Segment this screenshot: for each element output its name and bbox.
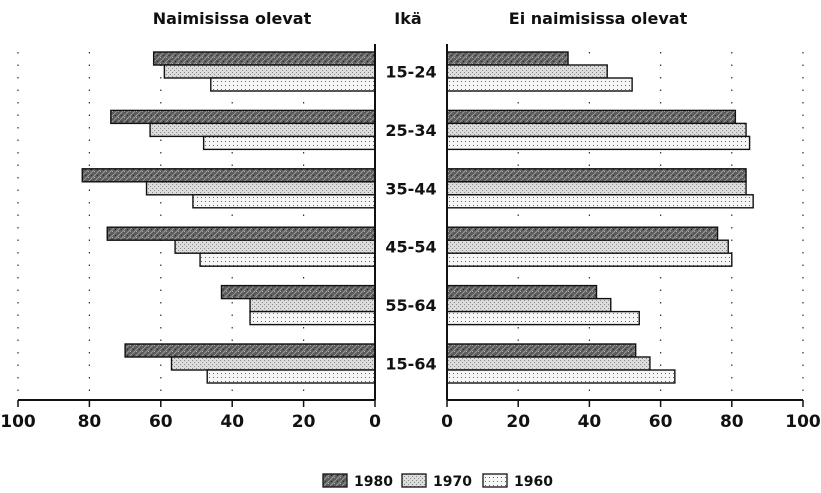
bar-married-1960-45-54	[199, 252, 376, 267]
tick-label-left: 40	[220, 412, 244, 432]
bar-unmarried-1980-25-34	[446, 109, 737, 125]
bar-unmarried-1980-45-54	[446, 226, 719, 241]
legend-swatch-1970	[401, 473, 427, 488]
age-label: 35-44	[385, 179, 436, 198]
right-panel-title: Ei naimisissa olevat	[509, 9, 688, 28]
bar-unmarried-1960-15-64	[446, 369, 676, 384]
bar-unmarried-1960-45-54	[446, 252, 733, 267]
bar-married-1970-15-24	[163, 64, 376, 79]
tick-label-right: 20	[506, 412, 530, 432]
tick-label-right: 100	[785, 412, 821, 432]
bar-married-1970-15-64	[170, 356, 376, 371]
tick-label-left: 60	[149, 412, 173, 432]
age-axis-title: Ikä	[394, 9, 421, 28]
age-label: 55-64	[385, 296, 436, 315]
bar-married-1980-45-54	[106, 226, 376, 241]
left-panel-title: Naimisissa olevat	[153, 9, 312, 28]
bar-married-1960-55-64	[249, 310, 376, 326]
tick-label-left: 100	[0, 412, 36, 432]
age-label: 15-64	[385, 355, 436, 374]
bar-married-1980-35-44	[81, 168, 376, 183]
bar-unmarried-1980-35-44	[446, 168, 747, 183]
bar-unmarried-1980-15-24	[446, 51, 569, 66]
bar-unmarried-1970-15-24	[446, 64, 608, 79]
tick-label-left: 0	[369, 412, 381, 432]
bar-unmarried-1980-55-64	[446, 284, 598, 300]
age-labels: 15-24 25-34 35-44 45-54 55-64 15-64	[385, 63, 436, 374]
bar-unmarried-1960-55-64	[446, 310, 640, 326]
bar-married-1980-55-64	[220, 284, 376, 300]
legend: 1980 1970 1960	[322, 473, 553, 490]
bars	[81, 51, 754, 384]
axes: 0 0 20 20 40 40 60 60 80 80 100 100	[0, 44, 821, 432]
tick-label-left: 80	[78, 412, 102, 432]
bar-married-1960-35-44	[192, 194, 376, 209]
bar-married-1960-25-34	[202, 135, 376, 151]
bar-unmarried-1960-25-34	[446, 135, 751, 151]
age-label: 25-34	[385, 121, 436, 140]
bar-married-1970-45-54	[174, 239, 376, 254]
legend-swatch-1960	[482, 473, 508, 488]
bar-married-1980-25-34	[110, 109, 376, 125]
bar-married-1970-35-44	[145, 181, 376, 196]
bar-unmarried-1970-45-54	[446, 239, 729, 254]
tick-label-left: 20	[292, 412, 316, 432]
tick-label-right: 40	[578, 412, 602, 432]
bar-married-1970-25-34	[149, 122, 376, 138]
legend-swatch-1980	[322, 473, 348, 488]
tick-label-right: 0	[441, 412, 453, 432]
bar-unmarried-1980-15-64	[446, 343, 637, 358]
bar-married-1980-15-24	[152, 51, 376, 66]
bar-unmarried-1970-15-64	[446, 356, 651, 371]
legend-label-1960: 1960	[514, 474, 553, 490]
bar-married-1970-55-64	[249, 297, 376, 313]
grid-lines	[17, 52, 804, 392]
tick-label-right: 60	[649, 412, 673, 432]
bar-unmarried-1970-25-34	[446, 122, 747, 138]
bar-unmarried-1970-35-44	[446, 181, 747, 196]
tick-label-right: 80	[720, 412, 744, 432]
bar-unmarried-1960-35-44	[446, 194, 754, 209]
legend-label-1980: 1980	[354, 474, 393, 490]
bar-married-1980-15-64	[124, 343, 376, 358]
bar-married-1960-15-24	[210, 77, 376, 92]
legend-label-1970: 1970	[433, 474, 472, 490]
bar-married-1960-15-64	[206, 369, 376, 384]
bar-unmarried-1970-55-64	[446, 297, 612, 313]
age-label: 45-54	[385, 238, 436, 257]
bar-unmarried-1960-15-24	[446, 77, 633, 92]
age-label: 15-24	[385, 63, 436, 82]
